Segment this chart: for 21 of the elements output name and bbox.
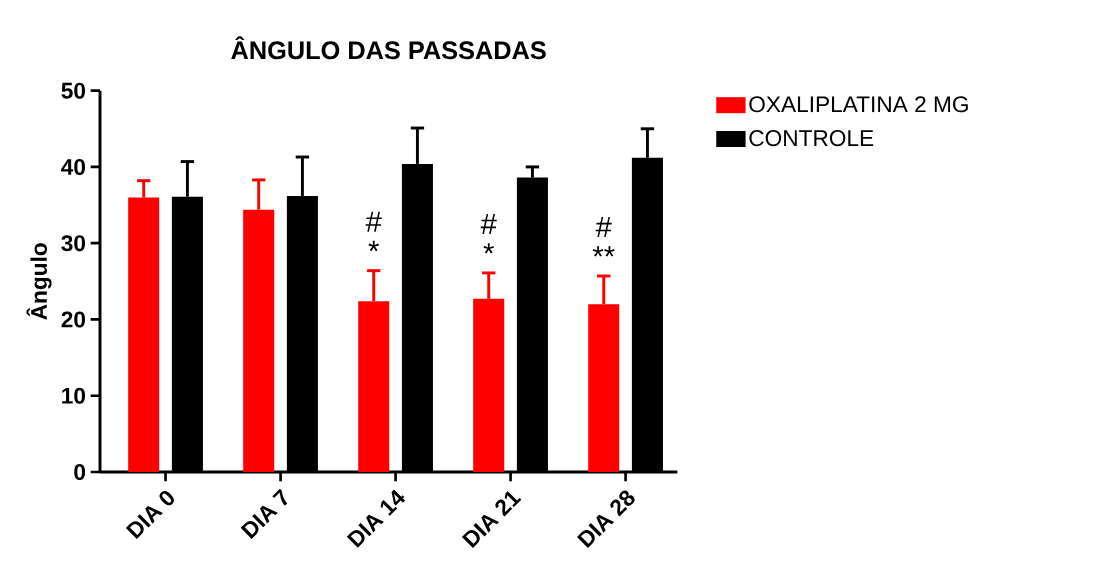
annotation: # — [365, 211, 382, 232]
x-tick-label: DIA 0 — [125, 490, 174, 540]
y-tick-label: 30 — [61, 235, 86, 252]
chart-title: ÂNGULO DAS PASSADAS — [231, 36, 546, 60]
x-tick-label: DIA 21 — [461, 491, 522, 548]
annotation: # — [480, 213, 497, 234]
y-tick-label: 10 — [62, 387, 86, 404]
legend-label: CONTROLE — [749, 130, 874, 147]
annotation: # — [595, 216, 612, 238]
x-tick-label: DIA 14 — [346, 489, 406, 548]
annotation: ** — [592, 246, 615, 257]
y-tick-label: 20 — [61, 311, 86, 328]
y-tick-label: 50 — [61, 82, 86, 99]
annotation: * — [368, 240, 379, 252]
annotation: * — [483, 243, 494, 254]
y-tick-label: 0 — [74, 463, 86, 481]
legend-label: OXALIPLATINA 2 MG — [749, 96, 968, 113]
y-tick-label: 40 — [61, 158, 86, 175]
y-axis-title: Ângulo — [26, 243, 52, 320]
x-tick-label: DIA 7 — [240, 488, 288, 539]
x-tick-label: DIA 28 — [576, 490, 635, 548]
